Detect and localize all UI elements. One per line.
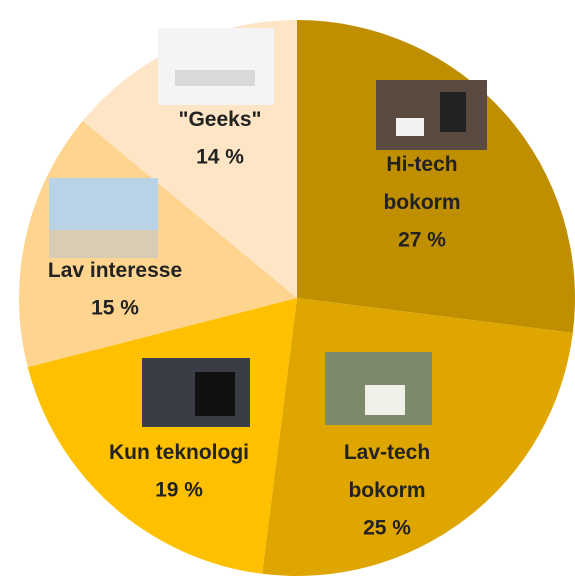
photo [158, 28, 274, 105]
photo [175, 70, 255, 86]
photo [440, 92, 466, 132]
slice-label: "Geeks" [179, 108, 262, 131]
photo [365, 385, 405, 415]
photo [195, 372, 235, 416]
photo [49, 230, 158, 258]
chart: Hi-techbokorm27 %Lav-techbokorm25 %Kun t… [0, 0, 575, 576]
photo [376, 80, 487, 150]
value-label: 15 % [91, 297, 139, 320]
value-label: 25 % [363, 517, 411, 540]
slice-label: Lav interesse [48, 259, 182, 282]
value-label: 27 % [398, 229, 446, 252]
page: Hi-techbokorm27 %Lav-techbokorm25 %Kun t… [0, 0, 575, 576]
value-label: 14 % [196, 146, 244, 169]
photo [396, 118, 424, 136]
value-label: 19 % [155, 479, 203, 502]
slice-label: Kun teknologi [109, 441, 249, 464]
pie-slice [297, 20, 575, 333]
pie-slice [262, 298, 573, 576]
